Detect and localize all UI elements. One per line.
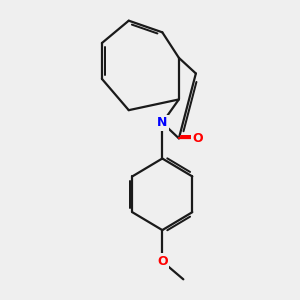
Text: N: N xyxy=(157,116,167,129)
Text: O: O xyxy=(157,255,168,268)
Text: O: O xyxy=(193,132,203,145)
